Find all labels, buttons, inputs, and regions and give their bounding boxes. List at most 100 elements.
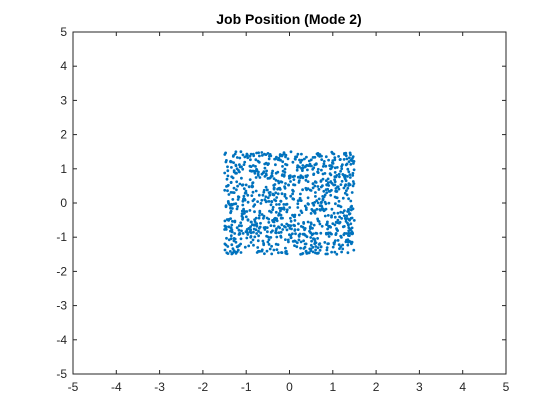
- scatter-point: [266, 240, 270, 244]
- scatter-point: [246, 218, 250, 222]
- scatter-point: [317, 243, 321, 246]
- scatter-point: [257, 151, 260, 155]
- scatter-point: [295, 245, 299, 249]
- scatter-point: [243, 191, 247, 195]
- scatter-point: [284, 225, 287, 229]
- scatter-point: [301, 252, 305, 255]
- scatter-point: [350, 242, 353, 246]
- scatter-point: [258, 250, 262, 253]
- scatter-point: [252, 230, 255, 234]
- scatter-point: [309, 212, 313, 215]
- scatter-point: [325, 246, 329, 250]
- scatter-point: [312, 172, 316, 176]
- scatter-point: [320, 168, 323, 172]
- scatter-point: [346, 175, 349, 178]
- scatter-point: [234, 240, 238, 244]
- scatter-point: [231, 176, 235, 180]
- x-tick-label: -1: [241, 380, 252, 394]
- scatter-point: [327, 201, 331, 205]
- scatter-point: [305, 188, 308, 192]
- scatter-point: [338, 220, 342, 224]
- scatter-point: [271, 169, 274, 173]
- scatter-point: [285, 249, 288, 253]
- scatter-point: [269, 224, 273, 228]
- scatter-point: [238, 182, 242, 186]
- scatter-point: [338, 215, 341, 219]
- scatter-point: [352, 248, 356, 252]
- y-tick-label: -3: [56, 299, 67, 313]
- scatter-point: [281, 228, 285, 231]
- scatter-point: [320, 224, 324, 228]
- scatter-point: [282, 206, 286, 210]
- scatter-point: [262, 170, 266, 174]
- scatter-point: [236, 195, 240, 199]
- scatter-point: [241, 216, 245, 220]
- scatter-point: [269, 236, 273, 239]
- scatter-point: [306, 180, 310, 184]
- scatter-point: [312, 203, 316, 207]
- scatter-point: [339, 210, 343, 214]
- scatter-point: [233, 232, 237, 235]
- scatter-point: [268, 193, 272, 197]
- scatter-point: [279, 234, 283, 238]
- scatter-point: [349, 206, 353, 209]
- scatter-point: [232, 186, 236, 190]
- scatter-point: [238, 163, 241, 167]
- scatter-point: [251, 223, 254, 227]
- scatter-point: [297, 179, 301, 183]
- x-tick-label: 3: [416, 380, 423, 394]
- scatter-point: [244, 189, 248, 193]
- scatter-point: [303, 227, 307, 230]
- scatter-point: [246, 233, 250, 236]
- scatter-point: [294, 155, 297, 159]
- scatter-point: [333, 180, 337, 184]
- axis-ticks: [72, 31, 507, 375]
- scatter-point: [319, 245, 323, 249]
- scatter-point: [334, 187, 338, 190]
- scatter-point: [240, 224, 243, 228]
- scatter-point: [231, 191, 235, 194]
- scatter-point: [313, 163, 317, 167]
- scatter-point: [279, 209, 282, 213]
- scatter-point: [251, 169, 255, 173]
- scatter-point: [316, 171, 320, 175]
- scatter-point: [289, 236, 293, 240]
- scatter-point: [301, 164, 305, 167]
- scatter-point: [284, 203, 288, 206]
- scatter-point: [271, 219, 274, 222]
- scatter-point: [275, 235, 279, 239]
- scatter-point: [267, 217, 271, 221]
- scatter-point: [266, 152, 270, 155]
- scatter-point: [345, 193, 349, 197]
- scatter-point: [331, 222, 335, 226]
- scatter-point: [249, 158, 252, 162]
- scatter-point: [226, 189, 229, 193]
- scatter-point: [258, 154, 261, 158]
- scatter-point: [336, 185, 340, 189]
- scatter-point: [337, 155, 340, 158]
- x-tick-label: -4: [111, 380, 122, 394]
- scatter-point: [259, 202, 263, 205]
- scatter-point: [347, 197, 350, 201]
- scatter-point: [235, 156, 239, 159]
- scatter-point: [260, 172, 264, 176]
- scatter-point: [339, 183, 343, 187]
- scatter-point: [329, 225, 332, 229]
- y-tick-label: 0: [60, 196, 67, 210]
- scatter-point: [263, 175, 267, 178]
- scatter-point: [291, 160, 295, 164]
- scatter-point: [291, 175, 295, 179]
- scatter-point: [239, 221, 243, 225]
- scatter-point: [231, 247, 235, 251]
- scatter-point: [328, 172, 332, 176]
- scatter-point: [306, 220, 310, 224]
- scatter-point: [310, 239, 313, 243]
- scatter-point: [322, 208, 325, 212]
- scatter-point: [277, 231, 281, 235]
- scatter-point: [274, 171, 278, 175]
- scatter-point: [235, 167, 239, 171]
- scatter-point: [346, 221, 349, 225]
- scatter-point: [233, 250, 237, 254]
- scatter-point: [331, 162, 335, 165]
- scatter-point: [266, 230, 269, 234]
